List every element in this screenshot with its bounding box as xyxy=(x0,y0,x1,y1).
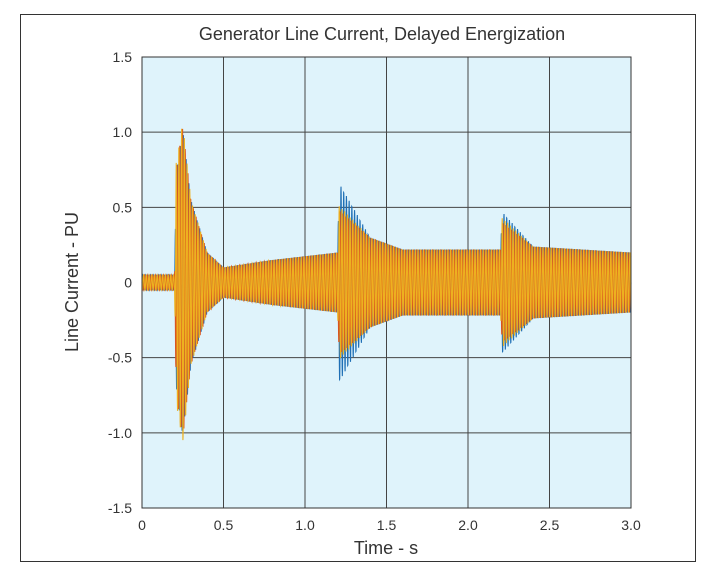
x-tick-label: 3.0 xyxy=(621,517,641,533)
y-tick-label: 0 xyxy=(124,275,132,291)
y-tick-label: 1.5 xyxy=(113,49,133,65)
y-tick-label: -0.5 xyxy=(108,350,132,366)
x-tick-label: 1.5 xyxy=(377,517,397,533)
x-axis-label: Time - s xyxy=(354,538,418,558)
y-tick-label: 0.5 xyxy=(113,199,133,215)
y-tick-label: 1.0 xyxy=(113,124,133,140)
x-tick-label: 2.5 xyxy=(540,517,560,533)
y-tick-label: -1.5 xyxy=(108,500,132,516)
x-tick-label: 2.0 xyxy=(458,517,478,533)
y-axis-label: Line Current - PU xyxy=(62,212,82,352)
x-tick-label: 0.5 xyxy=(214,517,234,533)
x-tick-label: 0 xyxy=(138,517,146,533)
y-tick-label: -1.0 xyxy=(108,425,132,441)
x-tick-label: 1.0 xyxy=(295,517,315,533)
chart-title: Generator Line Current, Delayed Energiza… xyxy=(199,24,565,44)
